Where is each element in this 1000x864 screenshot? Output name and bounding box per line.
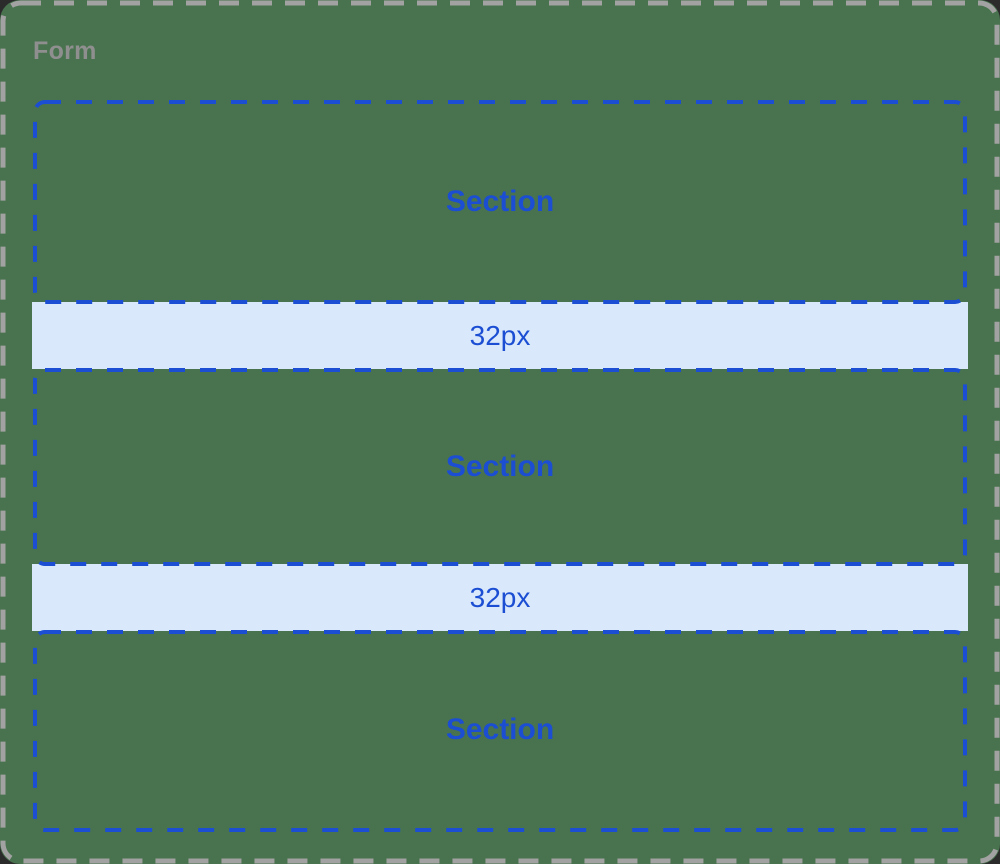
form-label: Form xyxy=(33,37,97,65)
section-label: Section xyxy=(445,185,555,218)
gap-band: 32px xyxy=(32,302,968,369)
section-box: Section xyxy=(33,630,967,830)
section-box: Section xyxy=(33,368,967,566)
section-box: Section xyxy=(33,100,967,304)
gap-size-label: 32px xyxy=(469,581,531,613)
gap-size-label: 32px xyxy=(469,319,531,351)
section-label: Section xyxy=(445,713,555,746)
section-label: Section xyxy=(445,450,555,483)
gap-band: 32px xyxy=(32,564,968,631)
